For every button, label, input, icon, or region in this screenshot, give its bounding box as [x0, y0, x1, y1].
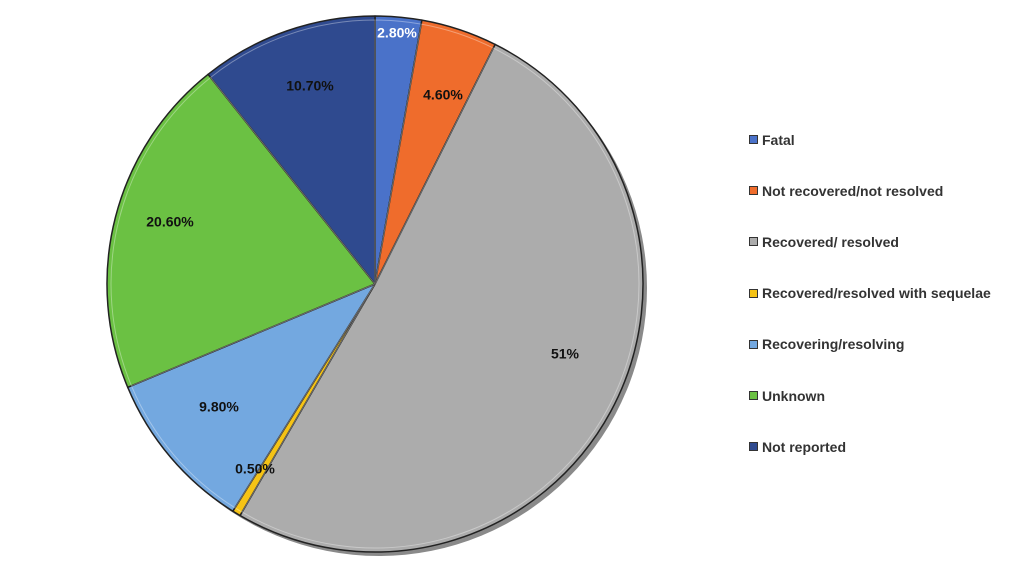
legend-label: Recovered/ resolved — [762, 233, 899, 250]
pie-slice-unknown — [106, 73, 376, 389]
legend-item: Recovering/resolving — [749, 319, 991, 370]
pie-slice-recovered-resolved — [239, 43, 644, 553]
legend-item: Not reported — [749, 421, 991, 472]
legend-item: Recovered/resolved with sequelae — [749, 268, 991, 319]
legend-swatch — [749, 135, 758, 145]
data-label-unknown: 20.60% — [146, 214, 194, 230]
data-label-fatal: 2.80% — [377, 25, 417, 41]
data-label-recovered-resolved: 51% — [551, 346, 580, 362]
legend-item: Unknown — [749, 370, 991, 421]
legend-item: Recovered/ resolved — [749, 216, 991, 267]
legend-swatch — [749, 339, 758, 349]
pie-slice-highlight — [209, 19, 376, 286]
legend-item: Not recovered/not resolved — [749, 165, 991, 216]
pie-slice-recovering-resolving — [126, 283, 376, 512]
data-label-not-reported: 10.70% — [286, 78, 334, 94]
legend-swatch — [749, 442, 758, 452]
legend-swatch — [749, 237, 758, 247]
pie-data-labels: 2.80% 4.60% 51% 0.50% 9.80% 20.60% 10.70% — [146, 25, 579, 477]
legend-swatch — [749, 186, 758, 196]
data-label-not-recovered-not-resolved: 4.60% — [423, 87, 463, 103]
data-label-recovered-resolved-with-sequelae: 0.50% — [235, 461, 275, 477]
data-label-recovering-resolving: 9.80% — [199, 399, 239, 415]
legend-label: Recovered/resolved with sequelae — [762, 285, 991, 302]
legend-swatch — [749, 391, 758, 401]
legend-label: Fatal — [762, 131, 795, 148]
legend-label: Not recovered/not resolved — [762, 182, 944, 199]
legend-swatch — [749, 288, 758, 298]
legend-label: Recovering/resolving — [762, 336, 905, 353]
legend-label: Not reported — [762, 438, 846, 455]
legend-item: Fatal — [749, 114, 991, 165]
pie-slices — [106, 15, 647, 556]
pie-slice-highlight — [130, 282, 377, 509]
pie-slice-highlight — [110, 76, 376, 387]
legend-label: Unknown — [762, 387, 825, 404]
chart-legend: Fatal Not recovered/not resolved Recovered… — [749, 114, 991, 472]
pie-slice-highlight — [241, 47, 640, 549]
pie-slice-not-reported — [207, 15, 376, 285]
